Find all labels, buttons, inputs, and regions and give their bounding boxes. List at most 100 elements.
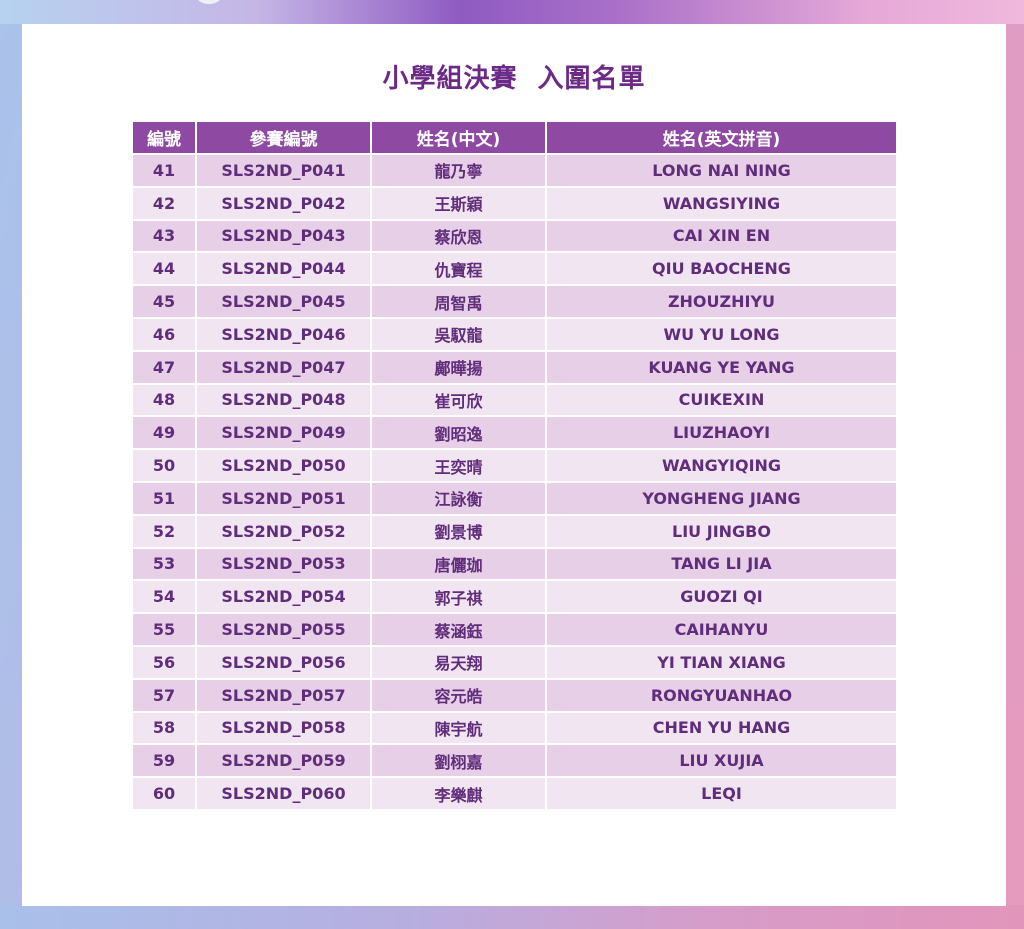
cell-name-chinese: 劉景博 <box>371 513 547 548</box>
cell-number: 52 <box>133 513 197 548</box>
cell-entry-code: SLS2ND_P060 <box>196 776 372 809</box>
cell-entry-code: SLS2ND_P054 <box>196 579 372 614</box>
cell-number: 48 <box>133 382 197 417</box>
table-row: 53 SLS2ND_P053 唐儷珈 TANG LI JIA <box>133 546 896 581</box>
cell-number: 45 <box>133 284 197 318</box>
background-bottom-band <box>0 905 1024 929</box>
cell-number: 53 <box>133 546 197 581</box>
cell-number: 59 <box>133 743 197 778</box>
cell-name-english: KUANG YE YANG <box>546 349 896 384</box>
cell-number: 51 <box>133 480 197 515</box>
cell-number: 41 <box>133 153 197 187</box>
cell-name-chinese: 李樂麒 <box>371 776 547 809</box>
cell-entry-code: SLS2ND_P052 <box>196 513 372 548</box>
cell-entry-code: SLS2ND_P047 <box>196 349 372 384</box>
cell-name-english: CHEN YU HANG <box>546 710 896 745</box>
table-row: 44 SLS2ND_P044 仇寶程 QIU BAOCHENG <box>133 251 896 286</box>
cell-name-english: WANGYIQING <box>546 448 896 482</box>
cell-number: 55 <box>133 612 197 646</box>
table-row: 58 SLS2ND_P058 陳宇航 CHEN YU HANG <box>133 710 896 745</box>
cell-number: 43 <box>133 218 197 253</box>
cell-name-chinese: 王奕晴 <box>371 448 547 482</box>
cell-name-chinese: 容元皓 <box>371 677 547 712</box>
table-row: 43 SLS2ND_P043 蔡欣恩 CAI XIN EN <box>133 218 896 253</box>
table-row: 56 SLS2ND_P056 易天翔 YI TIAN XIANG <box>133 644 896 679</box>
table-row: 52 SLS2ND_P052 劉景博 LIU JINGBO <box>133 513 896 548</box>
cell-name-english: GUOZI QI <box>546 579 896 614</box>
cell-name-english: RONGYUANHAO <box>546 677 896 712</box>
cell-name-english: YI TIAN XIANG <box>546 644 896 679</box>
cell-name-chinese: 龍乃寧 <box>371 153 547 187</box>
cell-number: 50 <box>133 448 197 482</box>
cell-name-english: WANGSIYING <box>546 185 896 220</box>
cell-name-english: LIU XUJIA <box>546 743 896 778</box>
finalist-table: 編號 參賽編號 姓名(中文) 姓名(英文拼音) 41 SLS2ND_P041 龍乃寧… <box>133 122 896 809</box>
table-header-row: 編號 參賽編號 姓名(中文) 姓名(英文拼音) <box>133 122 896 154</box>
cell-name-chinese: 陳宇航 <box>371 710 547 745</box>
cell-name-chinese: 江詠衡 <box>371 480 547 515</box>
background-top-band <box>0 0 1024 24</box>
table-row: 42 SLS2ND_P042 王斯穎 WANGSIYING <box>133 185 896 220</box>
cell-name-chinese: 周智禹 <box>371 284 547 318</box>
document-card: 小學組決賽 入圍名單 編號 參賽編號 姓名(中文) 姓名(英文拼音) 41 SLS… <box>22 24 1006 906</box>
cell-name-chinese: 蔡欣恩 <box>371 218 547 253</box>
cell-number: 46 <box>133 316 197 351</box>
cell-entry-code: SLS2ND_P051 <box>196 480 372 515</box>
table-row: 46 SLS2ND_P046 吳馭龍 WU YU LONG <box>133 316 896 351</box>
table-row: 50 SLS2ND_P050 王奕晴 WANGYIQING <box>133 448 896 482</box>
cell-entry-code: SLS2ND_P041 <box>196 153 372 187</box>
cell-name-english: CUIKEXIN <box>546 382 896 417</box>
cell-name-chinese: 郭子祺 <box>371 579 547 614</box>
cell-name-english: LEQI <box>546 776 896 809</box>
cell-name-chinese: 劉栩嘉 <box>371 743 547 778</box>
cell-name-english: LIU JINGBO <box>546 513 896 548</box>
cell-number: 57 <box>133 677 197 712</box>
cell-name-chinese: 蔡涵鈺 <box>371 612 547 646</box>
table-row: 47 SLS2ND_P047 鄺曄揚 KUANG YE YANG <box>133 349 896 384</box>
table-row: 57 SLS2ND_P057 容元皓 RONGYUANHAO <box>133 677 896 712</box>
cell-name-english: YONGHENG JIANG <box>546 480 896 515</box>
cell-name-chinese: 唐儷珈 <box>371 546 547 581</box>
table-row: 60 SLS2ND_P060 李樂麒 LEQI <box>133 776 896 809</box>
header-number: 編號 <box>133 122 197 154</box>
cell-number: 44 <box>133 251 197 286</box>
cell-number: 56 <box>133 644 197 679</box>
cell-name-english: QIU BAOCHENG <box>546 251 896 286</box>
table-row: 45 SLS2ND_P045 周智禹 ZHOUZHIYU <box>133 284 896 318</box>
cell-name-chinese: 鄺曄揚 <box>371 349 547 384</box>
cell-name-english: LONG NAI NING <box>546 153 896 187</box>
cell-name-english: WU YU LONG <box>546 316 896 351</box>
cell-entry-code: SLS2ND_P057 <box>196 677 372 712</box>
table-row: 49 SLS2ND_P049 劉昭逸 LIUZHAOYI <box>133 415 896 450</box>
cell-entry-code: SLS2ND_P050 <box>196 448 372 482</box>
cell-entry-code: SLS2ND_P046 <box>196 316 372 351</box>
cell-name-chinese: 劉昭逸 <box>371 415 547 450</box>
cell-name-english: CAIHANYU <box>546 612 896 646</box>
cell-entry-code: SLS2ND_P053 <box>196 546 372 581</box>
cell-number: 49 <box>133 415 197 450</box>
cell-name-english: ZHOUZHIYU <box>546 284 896 318</box>
cell-number: 60 <box>133 776 197 809</box>
table-row: 41 SLS2ND_P041 龍乃寧 LONG NAI NING <box>133 153 896 187</box>
cell-entry-code: SLS2ND_P058 <box>196 710 372 745</box>
cell-name-chinese: 王斯穎 <box>371 185 547 220</box>
header-name-chinese: 姓名(中文) <box>371 122 547 154</box>
cell-name-english: TANG LI JIA <box>546 546 896 581</box>
cell-entry-code: SLS2ND_P042 <box>196 185 372 220</box>
cell-entry-code: SLS2ND_P044 <box>196 251 372 286</box>
cell-entry-code: SLS2ND_P056 <box>196 644 372 679</box>
cell-entry-code: SLS2ND_P055 <box>196 612 372 646</box>
cell-entry-code: SLS2ND_P043 <box>196 218 372 253</box>
table-row: 48 SLS2ND_P048 崔可欣 CUIKEXIN <box>133 382 896 417</box>
cell-name-english: CAI XIN EN <box>546 218 896 253</box>
cell-name-english: LIUZHAOYI <box>546 415 896 450</box>
cell-name-chinese: 崔可欣 <box>371 382 547 417</box>
table-row: 59 SLS2ND_P059 劉栩嘉 LIU XUJIA <box>133 743 896 778</box>
cell-name-chinese: 易天翔 <box>371 644 547 679</box>
cell-name-chinese: 吳馭龍 <box>371 316 547 351</box>
header-name-english: 姓名(英文拼音) <box>546 122 896 154</box>
header-entry-code: 參賽編號 <box>196 122 372 154</box>
cell-number: 54 <box>133 579 197 614</box>
table-body: 41 SLS2ND_P041 龍乃寧 LONG NAI NING 42 SLS2ND_P0… <box>133 153 896 809</box>
cell-entry-code: SLS2ND_P059 <box>196 743 372 778</box>
